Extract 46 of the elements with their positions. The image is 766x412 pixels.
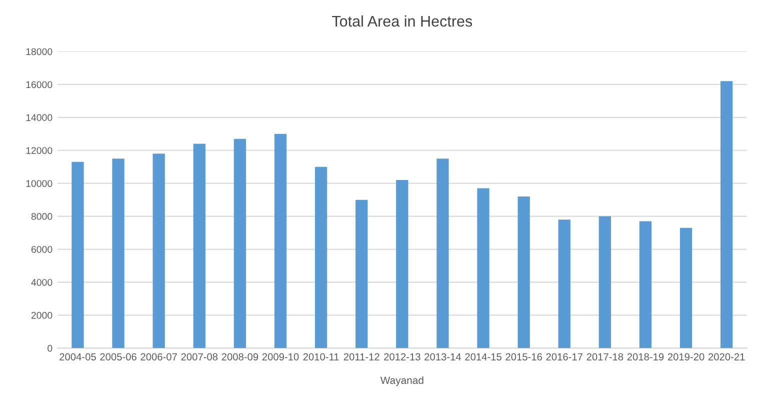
x-tick-label: 2006-07 (140, 353, 177, 360)
bar (152, 154, 165, 348)
y-tick-label: 8000 (31, 213, 52, 220)
y-tick-label: 12000 (26, 147, 52, 154)
x-tick-label: 2007-08 (181, 353, 218, 360)
x-tick-label: 2014-15 (465, 353, 502, 360)
y-tick-label: 14000 (26, 114, 52, 122)
bar (680, 228, 692, 348)
y-tick-label: 6000 (31, 246, 52, 253)
bar (477, 188, 490, 348)
bar (356, 200, 368, 348)
x-tick-label: 2020-21 (708, 353, 745, 360)
x-tick-label: 2004-05 (60, 353, 96, 360)
bar (193, 144, 206, 348)
y-tick-label: 4000 (31, 278, 52, 286)
bar (436, 158, 449, 348)
x-tick-label: 2005-06 (100, 353, 136, 360)
y-tick-label: 0 (48, 344, 52, 352)
bar (274, 134, 287, 348)
x-tick-label: 2019-20 (668, 353, 704, 360)
x-tick-label: 2009-10 (262, 353, 299, 360)
bar (234, 138, 246, 348)
y-tick-label: 2000 (31, 312, 52, 319)
x-tick-label: 2017-18 (586, 353, 624, 360)
x-tick-label: 2011-12 (344, 353, 380, 360)
x-tick-label: 2018-19 (627, 353, 664, 360)
x-tick-label: 2016-17 (546, 353, 582, 360)
x-tick-label: 2012-13 (384, 353, 420, 360)
bar (72, 162, 84, 348)
y-tick-label: 16000 (26, 81, 52, 88)
y-tick-label: 18000 (26, 48, 52, 56)
y-tick-label: 10000 (26, 180, 52, 187)
x-axis-title: Wayanad (380, 376, 424, 386)
bar (518, 196, 530, 348)
bar (396, 180, 408, 348)
chart-title: Total Area in Hectres (332, 15, 472, 27)
x-tick-label: 2010-11 (303, 353, 339, 360)
bar (639, 221, 652, 348)
x-tick-label: 2013-14 (424, 353, 462, 360)
x-tick-label: 2015-16 (506, 353, 542, 360)
bar (598, 216, 611, 348)
bar (314, 166, 328, 348)
bar (720, 81, 733, 348)
x-tick-label: 2008-09 (222, 353, 258, 360)
bar (558, 220, 570, 348)
bar (112, 158, 124, 348)
